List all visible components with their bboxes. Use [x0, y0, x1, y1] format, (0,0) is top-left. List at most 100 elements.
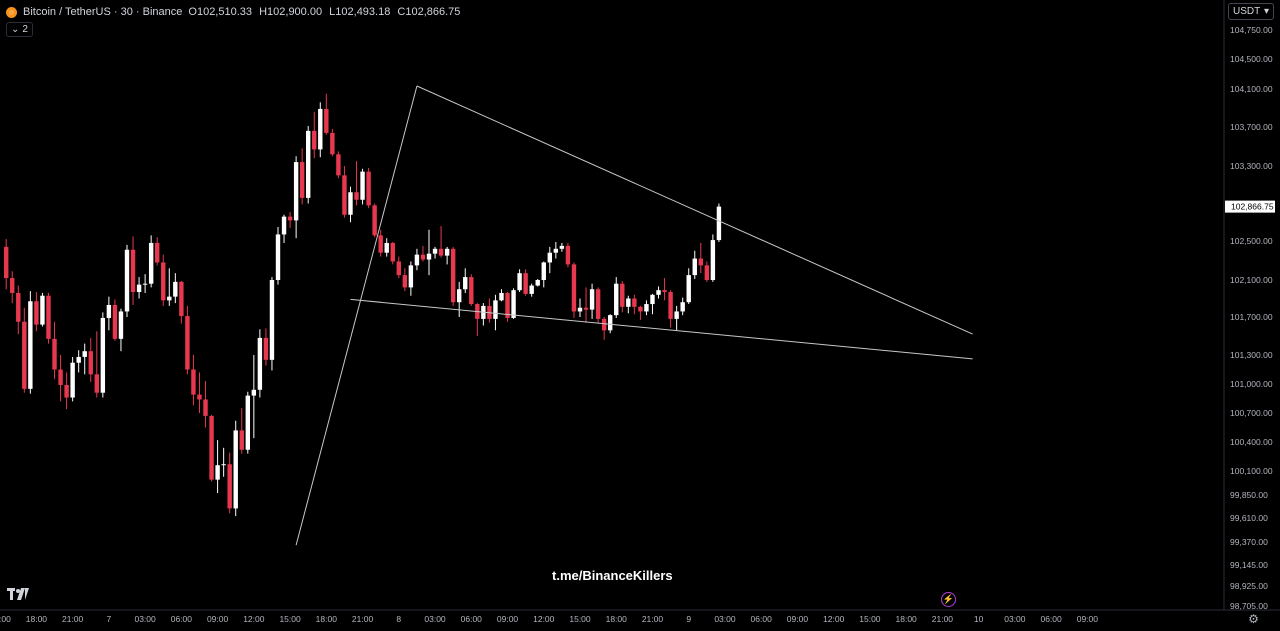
candle-body	[535, 280, 540, 286]
candle-body	[16, 292, 21, 322]
time-tick-label: 21:00	[932, 614, 954, 624]
candle-body	[88, 351, 93, 375]
candle-body	[396, 261, 401, 276]
price-tick-label: 101,300.00	[1230, 350, 1273, 360]
candle-body	[209, 415, 214, 480]
candle-body	[438, 248, 444, 256]
time-tick-label: 15:00	[569, 614, 591, 624]
candle-body	[269, 280, 275, 360]
candle-body	[312, 130, 317, 150]
candle-body	[638, 306, 643, 312]
candle-body	[161, 262, 166, 301]
price-tick-label: 101,000.00	[1230, 379, 1273, 389]
candle-body	[148, 242, 154, 284]
candle-body	[547, 252, 552, 263]
candle-body	[239, 430, 244, 450]
candle-body	[34, 301, 39, 325]
candle-body	[4, 246, 9, 279]
candle-body	[306, 130, 311, 198]
candle-body	[348, 192, 353, 215]
candle-body	[257, 337, 263, 390]
bitcoin-icon	[6, 6, 17, 18]
candle-body	[426, 253, 432, 260]
time-tick-label: 15:00	[279, 614, 301, 624]
candle-body	[444, 248, 450, 256]
price-tick-label: 99,610.00	[1230, 513, 1268, 523]
candle-body	[674, 311, 679, 319]
candle-body	[620, 283, 625, 307]
time-tick-label: 03:00	[134, 614, 156, 624]
candle-body	[70, 362, 75, 398]
time-tick-label: 09:00	[497, 614, 519, 624]
candle-body	[330, 132, 335, 155]
candle-body	[76, 356, 81, 363]
candle-body	[583, 307, 589, 310]
candle-body	[523, 273, 528, 294]
trendline	[295, 85, 418, 546]
indicators-toggle[interactable]: ⌄ 2	[6, 22, 33, 37]
candle-body	[372, 205, 377, 236]
candle-body	[577, 307, 583, 312]
candle-body	[46, 295, 51, 339]
candle-body	[281, 216, 287, 235]
candle-body	[293, 162, 299, 221]
candle-body	[626, 298, 631, 307]
price-tick-label: 104,500.00	[1230, 54, 1273, 64]
candle-body	[408, 265, 414, 288]
last-price-marker	[1225, 200, 1275, 213]
price-tick-label: 101,700.00	[1230, 312, 1273, 322]
gear-icon[interactable]: ⚙	[1248, 612, 1259, 626]
candle-body	[366, 171, 371, 206]
candle-body	[22, 321, 27, 389]
candle-body	[378, 235, 383, 253]
indicator-count: 2	[22, 24, 28, 35]
time-tick-label: 21:00	[62, 614, 84, 624]
time-tick-label: 21:00	[642, 614, 664, 624]
candle-body	[136, 284, 142, 293]
candle-body	[336, 154, 341, 176]
candle-body	[686, 275, 691, 303]
price-tick-label: 104,750.00	[1230, 25, 1273, 35]
time-tick-label: 18:00	[316, 614, 338, 624]
price-tick-label: 99,145.00	[1230, 560, 1268, 570]
time-tick-label: 9	[686, 614, 691, 624]
candle-body	[58, 369, 63, 385]
candle-body	[118, 311, 124, 339]
candle-body	[28, 301, 33, 389]
candle-body	[608, 315, 613, 331]
candle-body	[112, 304, 118, 339]
candle-body	[680, 302, 685, 312]
candle-body	[94, 374, 99, 393]
symbol-title[interactable]: Bitcoin / TetherUS · 30 · Binance	[23, 6, 183, 18]
price-tick-label: 98,705.00	[1230, 601, 1268, 611]
candle-body	[650, 294, 655, 305]
candle-body	[511, 290, 516, 318]
time-tick-label: 06:00	[751, 614, 773, 624]
time-tick-label: 7	[107, 614, 112, 624]
candle-body	[251, 389, 257, 396]
lightning-icon[interactable]: ⚡	[941, 592, 956, 607]
time-tick-label: 10	[974, 614, 984, 624]
candle-body	[64, 384, 69, 398]
candle-body	[185, 316, 190, 370]
candle-body	[565, 245, 571, 265]
candle-body	[179, 281, 184, 317]
candle-body	[318, 108, 323, 150]
candle-body	[402, 275, 408, 288]
candle-body	[644, 304, 649, 312]
price-tick-label: 102,100.00	[1230, 275, 1273, 285]
tradingview-logo-icon[interactable]	[7, 588, 29, 600]
candle-body	[299, 162, 305, 198]
time-tick-label: 03:00	[1004, 614, 1026, 624]
candle-body	[710, 240, 716, 280]
candle-body	[432, 248, 438, 254]
candle-body	[173, 281, 178, 297]
time-tick-label: 03:00	[714, 614, 736, 624]
candle-body	[130, 249, 136, 293]
candle-body	[632, 298, 637, 307]
candle-body	[221, 464, 226, 466]
currency-selector[interactable]: USDT ▾	[1228, 3, 1274, 20]
candle-body	[614, 283, 619, 316]
candle-body	[457, 289, 462, 303]
